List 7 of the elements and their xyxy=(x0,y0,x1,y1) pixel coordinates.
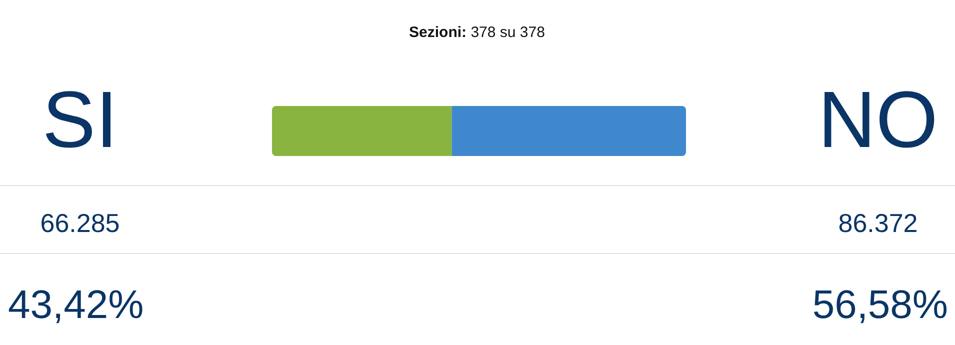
text: 86.372 xyxy=(838,208,918,238)
chart-title: Sezioni: 378 su 378 xyxy=(409,24,545,41)
series-label: SI xyxy=(42,75,118,164)
text: 66.285 xyxy=(40,208,120,238)
series-label: NO xyxy=(818,75,938,164)
text: 43,42% xyxy=(8,283,144,327)
text: 56,58% xyxy=(812,283,948,327)
